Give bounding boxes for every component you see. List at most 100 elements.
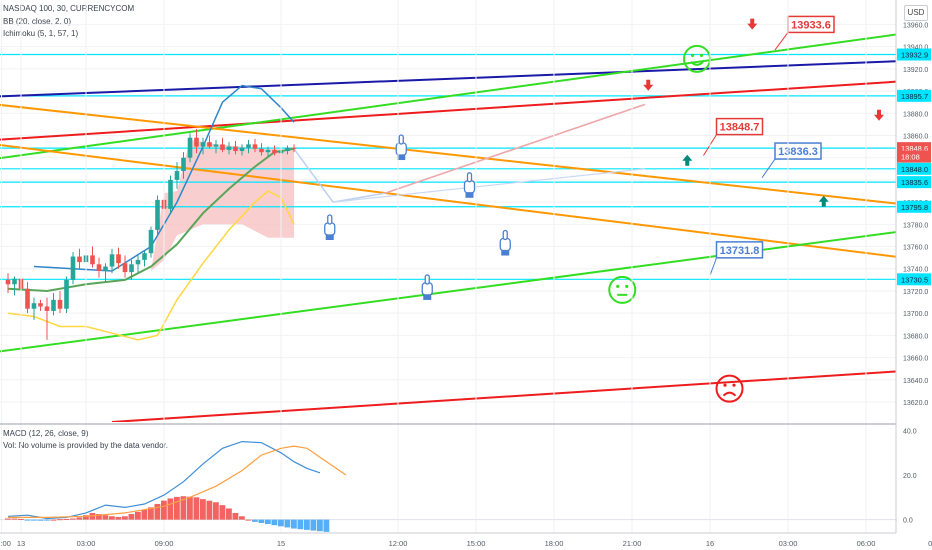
candle-body	[233, 146, 238, 152]
candle	[109, 248, 115, 274]
candle	[64, 276, 69, 314]
time-tick-label: 06:00	[857, 539, 876, 548]
macd-histogram-bar	[128, 514, 135, 520]
candle	[12, 276, 17, 296]
hand-pointer-icon	[463, 172, 476, 198]
callout-pointer	[774, 32, 789, 51]
macd-histogram-bar	[135, 511, 141, 520]
candle	[285, 145, 290, 155]
macd-indicator-label[interactable]: MACD (12, 26, close, 9)	[3, 429, 89, 438]
face-neutral-icon	[608, 275, 637, 304]
candle	[57, 290, 63, 314]
candle	[174, 162, 180, 189]
time-tick-label: 18:00	[545, 539, 564, 548]
candle	[90, 246, 95, 268]
time-tick-label: 03:00	[77, 539, 96, 548]
price-tick-label: 13960.0	[903, 22, 928, 29]
price-badge-bg	[897, 273, 931, 286]
candle	[194, 128, 199, 154]
price-badge: 13795.8	[897, 200, 931, 213]
price-badge-bg	[897, 162, 931, 175]
price-badge-bg	[897, 200, 931, 213]
bb-basis-line	[7, 147, 295, 293]
time-tick-label: 13	[17, 539, 25, 548]
candle-body	[200, 142, 206, 147]
macd-histogram-bar	[5, 518, 11, 520]
candle	[220, 137, 225, 153]
macd-histogram-bar	[232, 512, 239, 520]
macd-histogram-bar	[102, 515, 109, 520]
candle	[148, 226, 154, 258]
candle-body	[252, 144, 258, 149]
price-badge-label: 13848.6	[901, 144, 928, 153]
macd-histogram-bar	[200, 499, 206, 520]
price-badge-bg	[897, 150, 931, 163]
time-tick-label: 09:00	[155, 539, 174, 548]
candle-body	[25, 288, 30, 309]
time-tick-label: 21:00	[623, 539, 642, 548]
arrow-up-icon	[682, 154, 693, 166]
price-tick-label: 13920.0	[903, 67, 928, 74]
currency-badge[interactable]: USD	[904, 5, 928, 21]
macd-histogram-bar	[83, 515, 89, 520]
price-tick-label: 13880.0	[903, 111, 928, 118]
macd-histogram-bar	[18, 518, 24, 520]
candle-body	[272, 149, 277, 154]
candle	[38, 299, 43, 311]
candle-body	[239, 147, 245, 152]
macd-tick-label: 20.0	[903, 473, 917, 480]
macd-histogram-bar	[96, 514, 102, 520]
macd-histogram-bar	[193, 497, 200, 520]
macd-histogram-bar	[70, 518, 76, 520]
candle	[135, 255, 141, 274]
macd-histogram-bar	[206, 500, 213, 520]
price-badge-label: 13895.7	[901, 92, 928, 101]
macd-histogram-bar	[317, 519, 323, 532]
macd-histogram-bar	[122, 516, 128, 520]
candle	[187, 133, 193, 163]
price-badge-label: 13795.8	[901, 203, 928, 212]
callout-label: 13848.7	[720, 122, 760, 134]
candle-body	[213, 144, 219, 147]
macd-histogram-bar	[44, 519, 50, 521]
callout-box	[774, 142, 822, 160]
price-badge-label: 13835.6	[901, 178, 928, 187]
macd-histogram-bar	[219, 505, 226, 520]
candle	[129, 259, 134, 280]
macd-histogram-bar	[141, 509, 148, 520]
price-tick-label: 13780.0	[903, 222, 928, 229]
bb-indicator-label[interactable]: BB (20, close, 2, 0)	[3, 17, 72, 26]
candle	[181, 152, 186, 179]
candle	[291, 144, 297, 153]
candle	[31, 297, 37, 320]
price-badge-label: 13932.9	[901, 51, 928, 60]
hand-pointer-icon	[421, 274, 433, 300]
projection-path-secondary	[332, 168, 646, 203]
candle	[103, 263, 108, 283]
macd-histogram-bar	[167, 498, 174, 520]
ichimoku-indicator-label[interactable]: Ichimoku (5, 1, 57, 1)	[3, 29, 79, 38]
candle	[70, 252, 76, 285]
candle	[226, 142, 232, 155]
candle-body	[5, 279, 11, 285]
face-sad-icon	[715, 374, 744, 403]
macd-histogram-bar	[57, 519, 63, 521]
macd-histogram-bar	[310, 519, 317, 531]
trend-line	[0, 103, 896, 205]
hand-pointer-icon	[499, 229, 511, 256]
arrow-down-icon	[747, 18, 758, 30]
macd-tick-label: 40.0	[903, 428, 917, 435]
candle-body	[12, 278, 17, 285]
macd-histogram-bar	[148, 507, 154, 520]
candle-body	[90, 255, 95, 265]
arrow-up-icon	[818, 195, 829, 207]
candle	[200, 137, 206, 155]
price-badge-bg	[897, 176, 931, 189]
candle-body	[285, 147, 290, 152]
macd-histogram-bar	[239, 516, 245, 520]
price-tick-label: 13620.0	[903, 400, 928, 407]
candle-body	[265, 149, 271, 153]
macd-histogram-bar	[278, 519, 284, 527]
price-badge-label: 18:08	[901, 153, 920, 162]
